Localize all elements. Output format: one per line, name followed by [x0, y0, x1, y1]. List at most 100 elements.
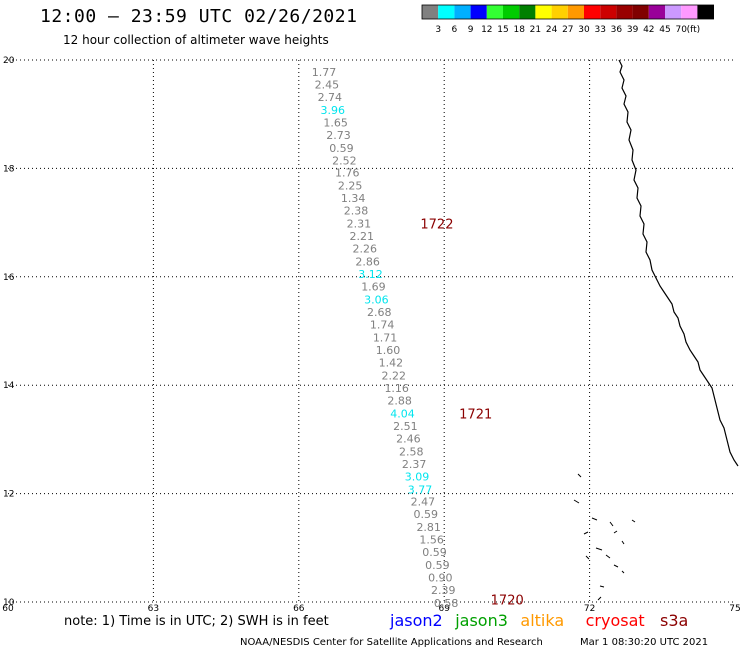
- legend-swatch: [697, 5, 714, 19]
- y-tick-label: 14: [3, 381, 15, 391]
- wave-height-value: 2.73: [326, 129, 351, 142]
- legend-swatch: [681, 5, 698, 19]
- legend-label: 33: [594, 25, 605, 35]
- legend-swatch: [616, 5, 633, 19]
- wave-height-value: 2.21: [350, 230, 375, 243]
- mission-name: s3a: [660, 611, 688, 630]
- wave-height-value: 3.09: [405, 470, 430, 483]
- pass-number-label: 1722: [420, 218, 453, 233]
- legend-swatch: [535, 5, 552, 19]
- wave-height-value: 0.59: [329, 142, 354, 155]
- legend-swatch: [454, 5, 471, 19]
- wave-height-value: 2.58: [399, 445, 424, 458]
- legend-swatch: [438, 5, 455, 19]
- legend-swatch: [665, 5, 682, 19]
- wave-height-value: 3.96: [320, 104, 345, 117]
- wave-height-value: 3.06: [364, 294, 389, 307]
- legend-swatch: [600, 5, 617, 19]
- wave-height-value: 4.04: [390, 407, 415, 420]
- y-tick-label: 20: [3, 56, 15, 66]
- x-tick-label: 69: [438, 604, 450, 614]
- wave-height-value: 2.25: [338, 180, 363, 193]
- legend-label: 24: [546, 25, 558, 35]
- legend-label: 15: [497, 25, 508, 35]
- legend-swatch: [632, 5, 649, 19]
- map-grid: 60 63 66 69 72 75 10 12 14 16 18 20: [2, 56, 740, 614]
- legend-label: 9: [468, 25, 474, 35]
- wave-height-value: 2.45: [315, 78, 340, 91]
- legend-swatch: [648, 5, 665, 19]
- legend-frame: [421, 4, 715, 20]
- wave-height-value: 1.71: [373, 332, 398, 345]
- coastline: [573, 59, 739, 601]
- mission-name: cryosat: [586, 611, 645, 630]
- x-tick-label: 75: [729, 604, 740, 614]
- wave-height-value: 2.68: [367, 306, 392, 319]
- legend-label: 45: [659, 25, 670, 35]
- wave-height-value: 2.51: [393, 420, 418, 433]
- pass-number-label: 1720: [491, 593, 524, 608]
- legend-label: 30: [578, 25, 590, 35]
- wave-height-value: 2.81: [416, 521, 441, 534]
- y-tick-label: 18: [3, 164, 15, 174]
- footer-credit: NOAA/NESDIS Center for Satellite Applica…: [240, 637, 543, 648]
- wave-height-value: 0.58: [434, 597, 459, 610]
- legend-label: 39: [627, 25, 639, 35]
- wave-height-value: 0.59: [414, 508, 439, 521]
- wave-height-value: 2.88: [387, 394, 412, 407]
- wave-height-value: 1.56: [419, 534, 444, 547]
- wave-height-value: 1.60: [376, 344, 401, 357]
- wave-height-value: 2.46: [396, 432, 421, 445]
- x-tick-label: 72: [584, 604, 595, 614]
- legend-swatch: [567, 5, 584, 19]
- legend-label: 70: [675, 25, 687, 35]
- footer-note: note: 1) Time is in UTC; 2) SWH is in fe…: [64, 614, 329, 629]
- pass-number-label: 1721: [459, 407, 492, 422]
- wave-height-value: 1.76: [335, 167, 360, 180]
- wave-height-value: 0.59: [425, 559, 450, 572]
- mission-name: jason3: [454, 611, 508, 630]
- mission-name: jason2: [389, 611, 443, 630]
- wave-height-value: 1.34: [341, 192, 366, 205]
- legend-label: 3: [435, 25, 441, 35]
- wave-height-value: 2.47: [411, 496, 436, 509]
- wave-height-value: 1.42: [379, 356, 404, 369]
- legend-label: 6: [452, 25, 458, 35]
- legend-swatch: [519, 5, 536, 19]
- wave-height-value: 2.26: [352, 243, 377, 256]
- y-tick-label: 10: [3, 598, 15, 608]
- legend-swatch: [470, 5, 487, 19]
- legend-label: 21: [530, 25, 541, 35]
- wave-height-value: 2.38: [344, 205, 369, 218]
- legend-swatch: [584, 5, 601, 19]
- mission-name: altika: [520, 611, 564, 630]
- wave-height-value: 2.31: [347, 218, 372, 231]
- legend-label: 36: [611, 25, 623, 35]
- footer-timestamp: Mar 1 08:30:20 UTC 2021: [580, 637, 708, 648]
- wave-height-value: 1.16: [384, 382, 409, 395]
- wave-height-value: 1.69: [361, 281, 386, 294]
- mission-legend: jason2 jason3 altika cryosat s3a: [389, 611, 688, 630]
- x-tick-label: 60: [2, 604, 14, 614]
- wave-height-value: 2.37: [402, 458, 427, 471]
- wave-height-value: 1.65: [323, 116, 348, 129]
- legend-label: 42: [643, 25, 654, 35]
- wave-height-value: 2.52: [332, 154, 357, 167]
- wave-height-value: 1.74: [370, 318, 395, 331]
- legend-swatch: [486, 5, 503, 19]
- color-legend: 3 6 9 12 15 18 21 24 27 30 33 36 39 42 45 70 (ft): [421, 4, 715, 35]
- x-tick-label: 63: [148, 604, 159, 614]
- legend-label: 18: [513, 25, 525, 35]
- wave-height-observations: 1.772.452.743.961.652.730.592.521.762.25…: [312, 66, 459, 610]
- legend-swatch: [551, 5, 568, 19]
- wave-height-value: 2.74: [318, 91, 343, 104]
- legend-label: 27: [562, 25, 573, 35]
- wave-height-value: 1.77: [312, 66, 337, 79]
- wave-height-value: 2.22: [382, 369, 407, 382]
- legend-label: 12: [481, 25, 492, 35]
- pass-labels: 1722 1721 1720: [420, 218, 523, 609]
- wave-height-value: 0.59: [422, 546, 447, 559]
- legend-swatch: [422, 5, 439, 19]
